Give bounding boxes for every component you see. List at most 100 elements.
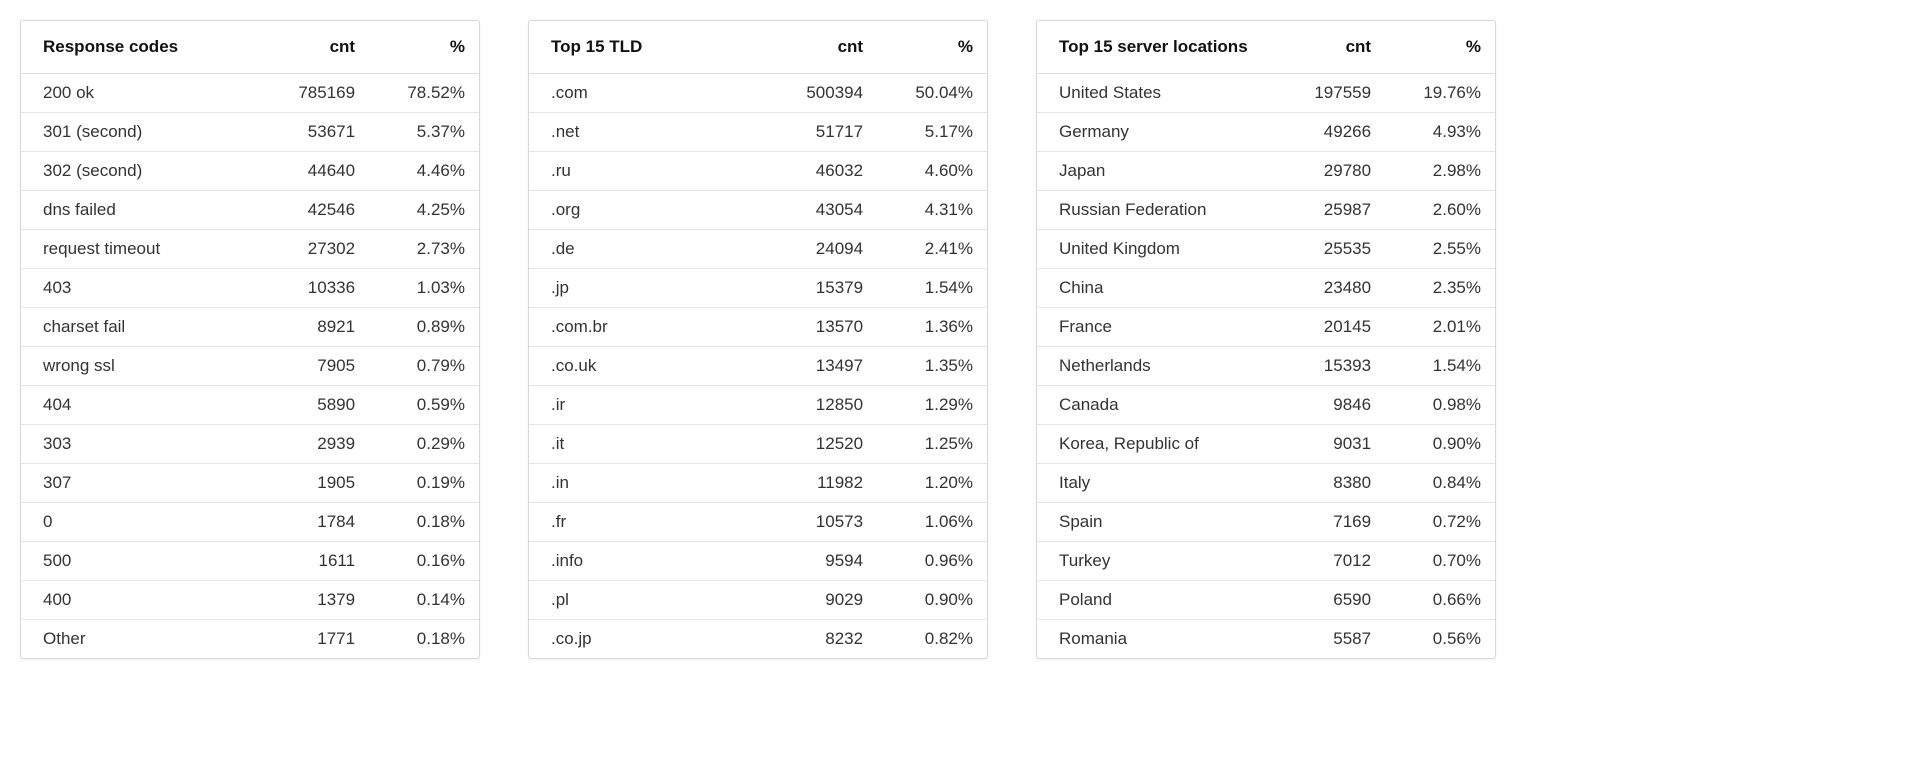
cell-cnt: 1771: [259, 620, 369, 659]
cell-pct: 2.35%: [1385, 269, 1495, 308]
cell-name: Turkey: [1037, 542, 1275, 581]
table-row: .co.jp82320.82%: [529, 620, 987, 659]
cell-cnt: 8380: [1275, 464, 1385, 503]
cell-cnt: 785169: [259, 74, 369, 113]
table-row: Russian Federation259872.60%: [1037, 191, 1495, 230]
table-body: 200 ok78516978.52%301 (second)536715.37%…: [21, 74, 479, 659]
response-codes-table: Response codes cnt % 200 ok78516978.52%3…: [20, 20, 480, 659]
table-header-row: Top 15 TLD cnt %: [529, 21, 987, 74]
cell-cnt: 7012: [1275, 542, 1385, 581]
cell-name: United Kingdom: [1037, 230, 1275, 269]
table-row: .fr105731.06%: [529, 503, 987, 542]
table-row: .net517175.17%: [529, 113, 987, 152]
cell-pct: 1.06%: [877, 503, 987, 542]
col-header-cnt: cnt: [767, 21, 877, 74]
cell-name: 301 (second): [21, 113, 259, 152]
table-row: United Kingdom255352.55%: [1037, 230, 1495, 269]
cell-pct: 0.59%: [369, 386, 479, 425]
cell-name: 200 ok: [21, 74, 259, 113]
table-body: United States19755919.76%Germany492664.9…: [1037, 74, 1495, 659]
cell-cnt: 20145: [1275, 308, 1385, 347]
cell-cnt: 13497: [767, 347, 877, 386]
col-header-pct: %: [369, 21, 479, 74]
cell-name: request timeout: [21, 230, 259, 269]
table-row: .de240942.41%: [529, 230, 987, 269]
table-row: .co.uk134971.35%: [529, 347, 987, 386]
cell-cnt: 5587: [1275, 620, 1385, 659]
table-row: .info95940.96%: [529, 542, 987, 581]
cell-pct: 0.18%: [369, 620, 479, 659]
cell-pct: 2.98%: [1385, 152, 1495, 191]
cell-pct: 2.73%: [369, 230, 479, 269]
table-row: .in119821.20%: [529, 464, 987, 503]
cell-name: .ru: [529, 152, 767, 191]
cell-pct: 0.70%: [1385, 542, 1495, 581]
table-row: Turkey70120.70%: [1037, 542, 1495, 581]
cell-pct: 1.54%: [877, 269, 987, 308]
cell-name: .de: [529, 230, 767, 269]
cell-name: .in: [529, 464, 767, 503]
cell-pct: 0.82%: [877, 620, 987, 659]
cell-pct: 0.90%: [877, 581, 987, 620]
cell-cnt: 51717: [767, 113, 877, 152]
cell-pct: 1.20%: [877, 464, 987, 503]
top-tld-table: Top 15 TLD cnt % .com50039450.04%.net517…: [528, 20, 988, 659]
table-row: Romania55870.56%: [1037, 620, 1495, 659]
cell-cnt: 7169: [1275, 503, 1385, 542]
cell-pct: 1.03%: [369, 269, 479, 308]
table-row: charset fail89210.89%: [21, 308, 479, 347]
cell-name: .jp: [529, 269, 767, 308]
table-row: .pl90290.90%: [529, 581, 987, 620]
cell-name: .co.jp: [529, 620, 767, 659]
table-row: .it125201.25%: [529, 425, 987, 464]
cell-pct: 78.52%: [369, 74, 479, 113]
table-row: Other17710.18%: [21, 620, 479, 659]
cell-cnt: 10573: [767, 503, 877, 542]
cell-name: .com.br: [529, 308, 767, 347]
table-body: .com50039450.04%.net517175.17%.ru460324.…: [529, 74, 987, 659]
cell-pct: 0.96%: [877, 542, 987, 581]
cell-cnt: 6590: [1275, 581, 1385, 620]
cell-pct: 1.29%: [877, 386, 987, 425]
table-row: .jp153791.54%: [529, 269, 987, 308]
cell-cnt: 46032: [767, 152, 877, 191]
cell-pct: 2.41%: [877, 230, 987, 269]
table: Top 15 server locations cnt % United Sta…: [1037, 21, 1495, 658]
cell-name: Poland: [1037, 581, 1275, 620]
col-header-name: Response codes: [21, 21, 259, 74]
cell-name: .pl: [529, 581, 767, 620]
col-header-name: Top 15 TLD: [529, 21, 767, 74]
cell-cnt: 12520: [767, 425, 877, 464]
table-row: request timeout273022.73%: [21, 230, 479, 269]
cell-pct: 0.56%: [1385, 620, 1495, 659]
cell-name: .it: [529, 425, 767, 464]
cell-name: .ir: [529, 386, 767, 425]
cell-cnt: 44640: [259, 152, 369, 191]
cell-pct: 4.46%: [369, 152, 479, 191]
table-row: Italy83800.84%: [1037, 464, 1495, 503]
cell-pct: 2.55%: [1385, 230, 1495, 269]
table-row: .ru460324.60%: [529, 152, 987, 191]
col-header-cnt: cnt: [259, 21, 369, 74]
cell-pct: 19.76%: [1385, 74, 1495, 113]
cell-pct: 0.79%: [369, 347, 479, 386]
cell-name: .fr: [529, 503, 767, 542]
cell-pct: 1.25%: [877, 425, 987, 464]
table-row: .com.br135701.36%: [529, 308, 987, 347]
cell-name: United States: [1037, 74, 1275, 113]
col-header-pct: %: [1385, 21, 1495, 74]
cell-name: 303: [21, 425, 259, 464]
cell-name: Japan: [1037, 152, 1275, 191]
cell-cnt: 43054: [767, 191, 877, 230]
table-row: .org430544.31%: [529, 191, 987, 230]
cell-name: China: [1037, 269, 1275, 308]
cell-pct: 4.31%: [877, 191, 987, 230]
cell-pct: 5.37%: [369, 113, 479, 152]
cell-name: Korea, Republic of: [1037, 425, 1275, 464]
table-row: Netherlands153931.54%: [1037, 347, 1495, 386]
table-row: 301 (second)536715.37%: [21, 113, 479, 152]
table-row: .com50039450.04%: [529, 74, 987, 113]
table-row: 403103361.03%: [21, 269, 479, 308]
table: Top 15 TLD cnt % .com50039450.04%.net517…: [529, 21, 987, 658]
cell-name: .org: [529, 191, 767, 230]
